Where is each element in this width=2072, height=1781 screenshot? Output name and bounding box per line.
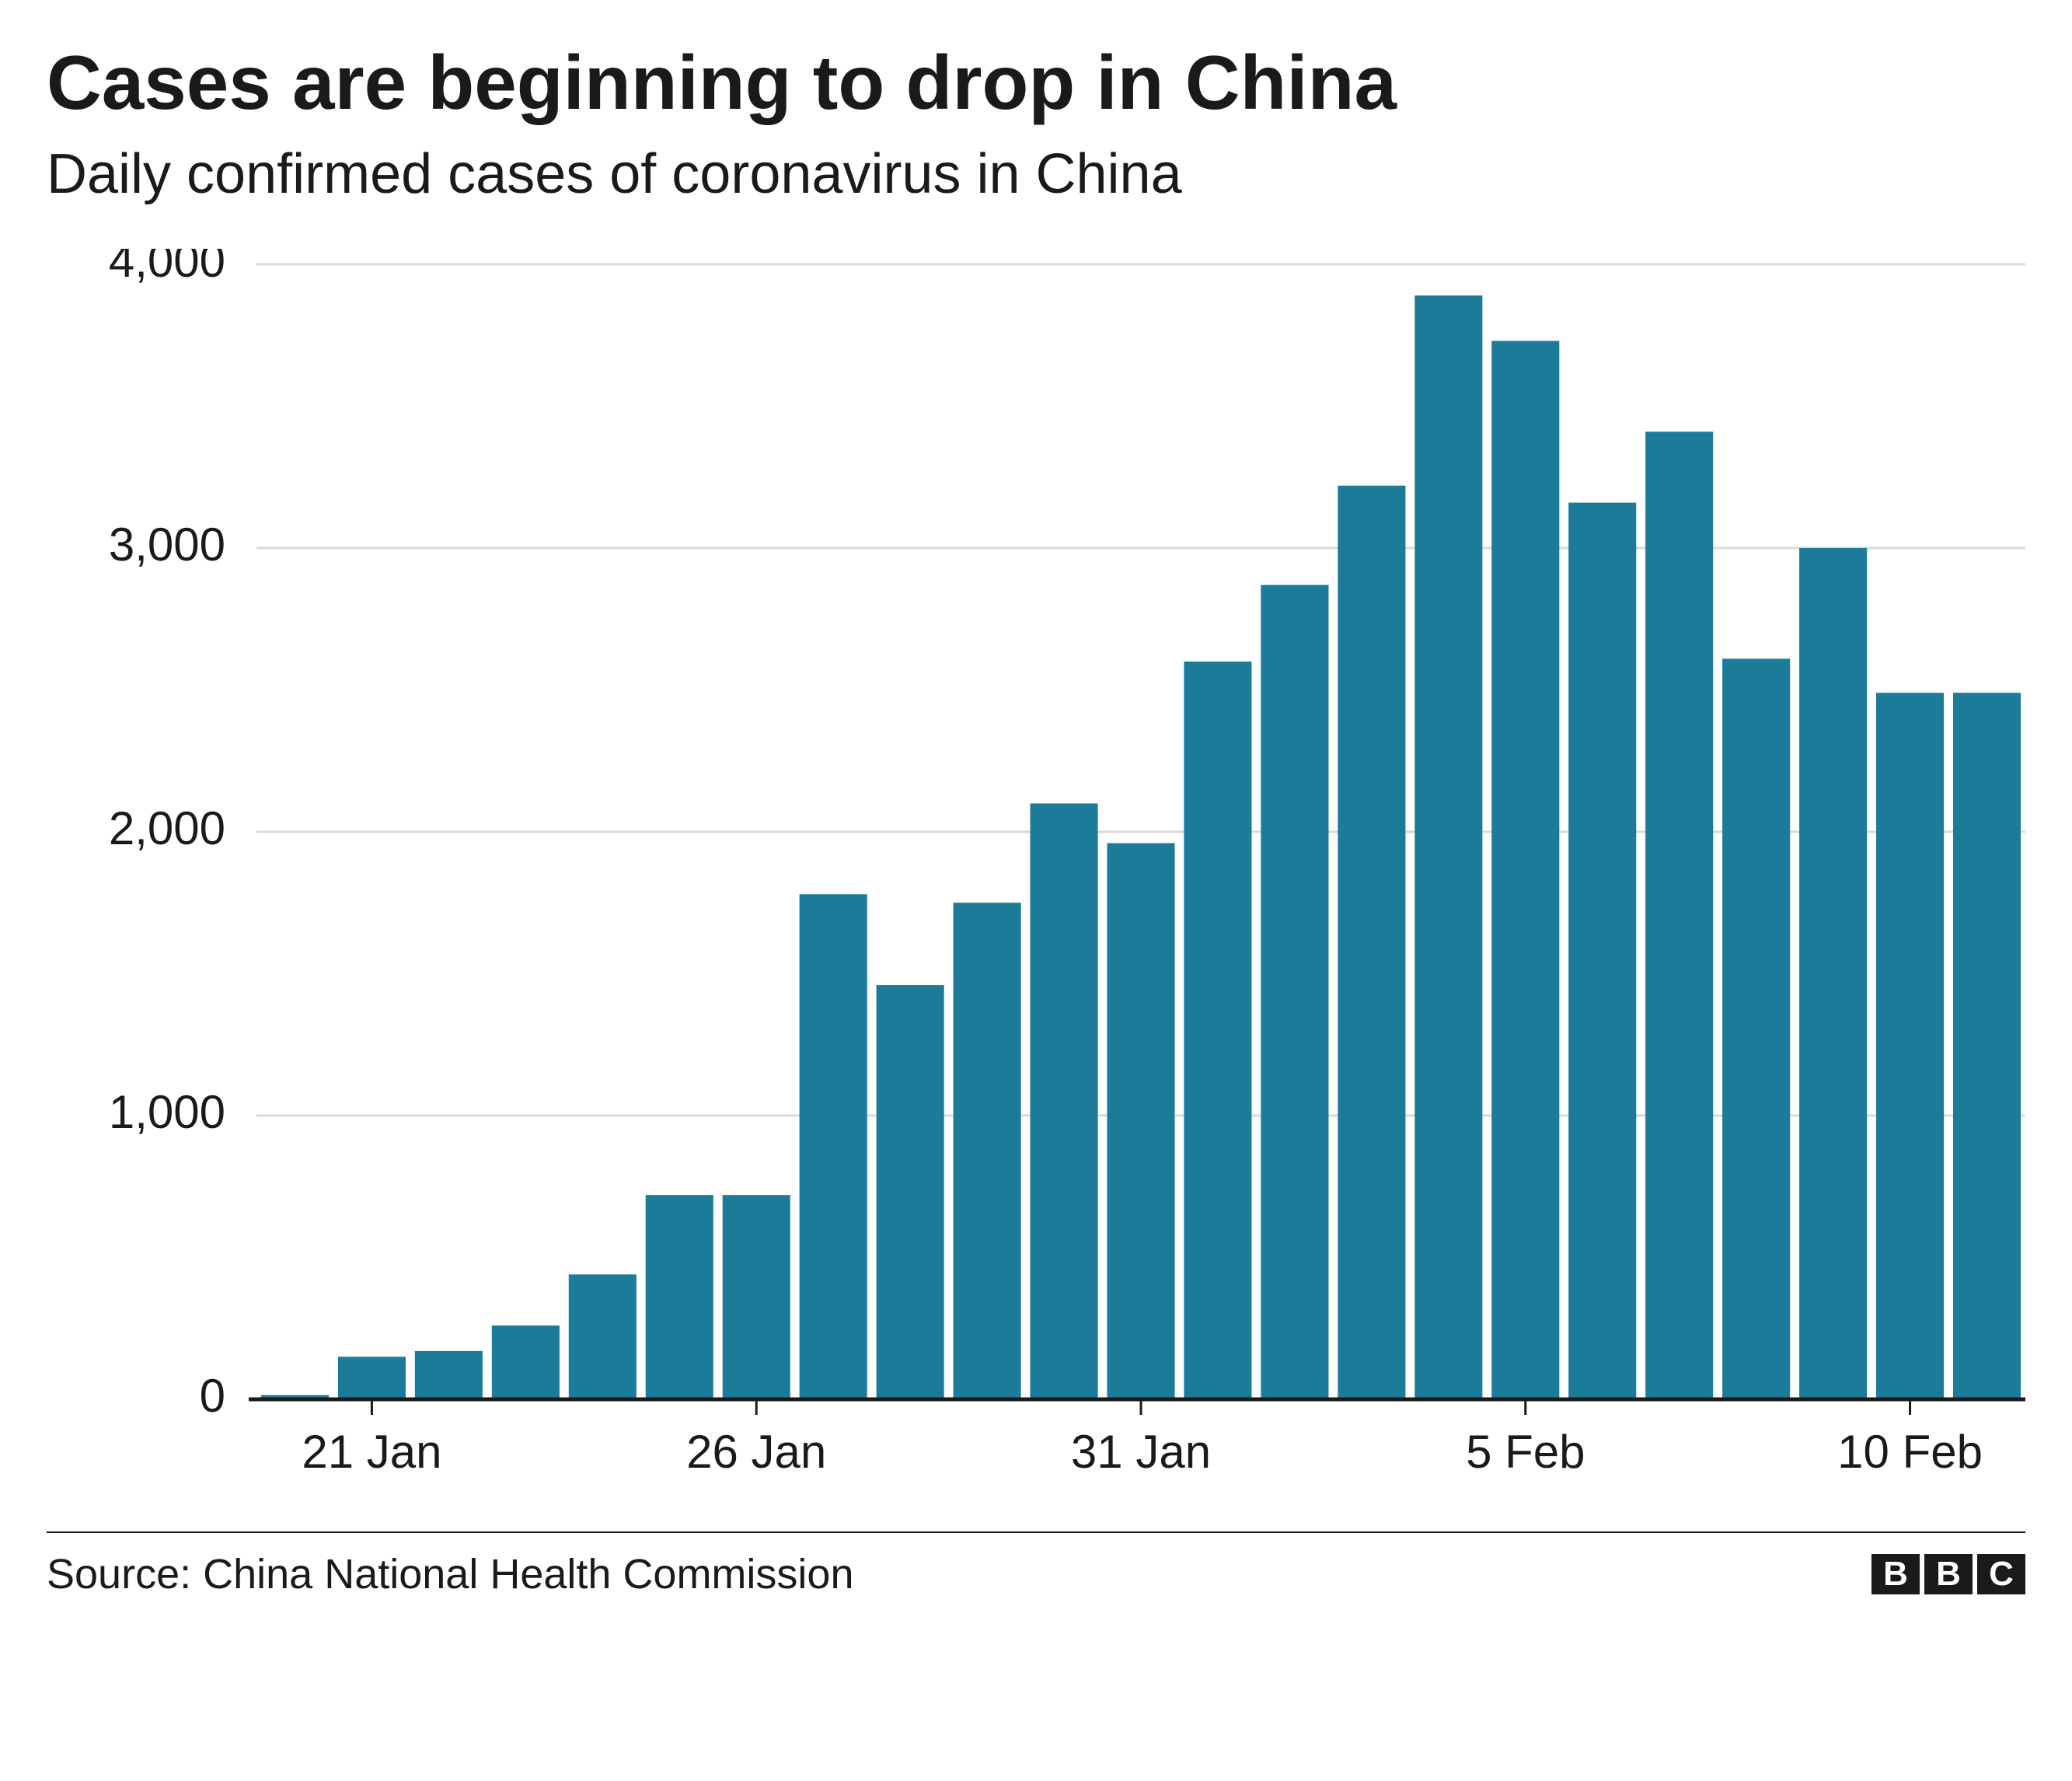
chart-bar xyxy=(1338,486,1405,1399)
bbc-logo: BBC xyxy=(1871,1554,2025,1594)
y-axis-label: 0 xyxy=(200,1370,225,1422)
y-axis-label: 4,000 xyxy=(109,249,225,287)
chart-bar xyxy=(415,1351,483,1399)
chart-bar xyxy=(1645,431,1713,1399)
chart-bar xyxy=(723,1195,790,1399)
chart-bar xyxy=(646,1195,713,1399)
chart-title: Cases are beginning to drop in China xyxy=(47,39,2025,127)
bbc-logo-letter: B xyxy=(1924,1554,1973,1594)
chart-footer: Source: China National Health Commission… xyxy=(47,1531,2025,1598)
chart-container: Cases are beginning to drop in China Dai… xyxy=(47,39,2025,1598)
chart-bar xyxy=(1799,548,1867,1399)
x-axis-label: 10 Feb xyxy=(1837,1426,1983,1478)
chart-bar xyxy=(954,903,1021,1399)
chart-bar xyxy=(1568,503,1636,1399)
y-axis-label: 1,000 xyxy=(109,1086,225,1138)
chart-bar xyxy=(492,1325,560,1399)
chart-bar xyxy=(1261,585,1328,1399)
chart-bar xyxy=(1414,295,1482,1399)
chart-bar xyxy=(569,1274,637,1399)
chart-bar xyxy=(877,985,944,1399)
x-axis-label: 31 Jan xyxy=(1071,1426,1211,1478)
x-axis-label: 21 Jan xyxy=(302,1426,441,1478)
x-axis-label: 5 Feb xyxy=(1466,1426,1585,1478)
chart-bar xyxy=(1491,341,1559,1399)
source-text: Source: China National Health Commission xyxy=(47,1550,853,1598)
bbc-logo-letter: B xyxy=(1871,1554,1920,1594)
chart-bar xyxy=(338,1357,406,1399)
chart-svg: 0 1,000 2,000 3,000 4,000 21 Jan 26 Jan 31 Jan 5… xyxy=(47,249,2025,1508)
chart-bar xyxy=(1953,693,2021,1399)
chart-subtitle: Daily confirmed cases of coronavirus in … xyxy=(47,142,2025,206)
y-axis-label: 2,000 xyxy=(109,802,225,854)
bbc-logo-letter: C xyxy=(1977,1554,2025,1594)
chart-bar xyxy=(1107,843,1174,1399)
chart-bar xyxy=(1184,662,1251,1399)
chart-bar xyxy=(1722,658,1790,1399)
y-axis-label: 3,000 xyxy=(109,519,225,571)
chart-bar xyxy=(800,894,867,1399)
chart-bar xyxy=(1031,804,1098,1400)
x-axis-label: 26 Jan xyxy=(686,1426,826,1478)
chart-plot-area: 0 1,000 2,000 3,000 4,000 21 Jan 26 Jan 31 Jan 5… xyxy=(47,249,2025,1508)
chart-bar xyxy=(1876,693,1944,1399)
